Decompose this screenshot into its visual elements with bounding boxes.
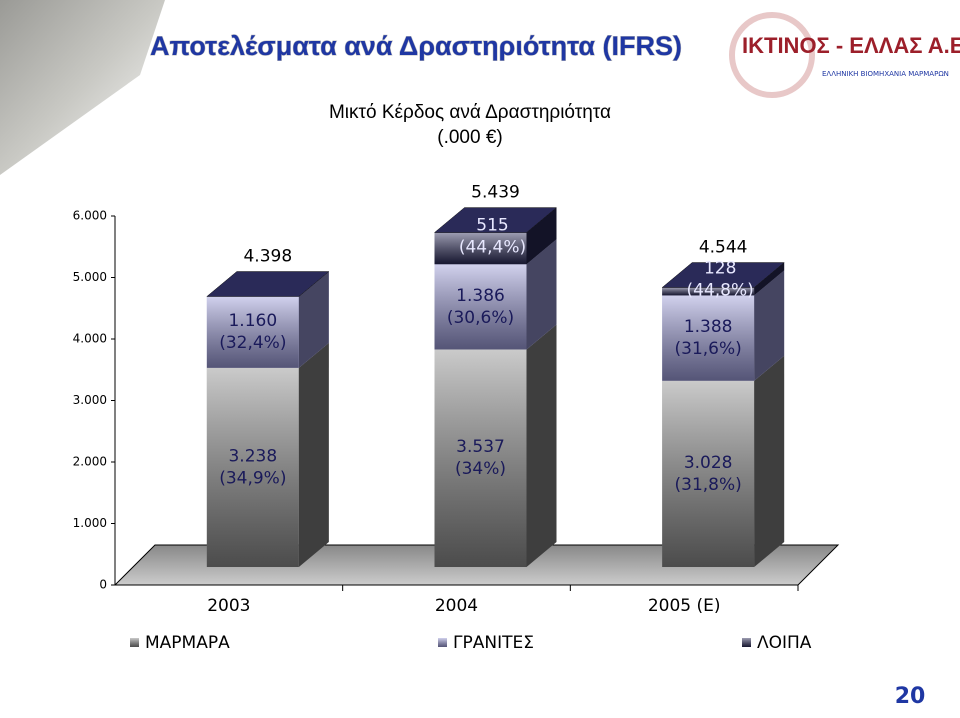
value-label: 1.388 bbox=[684, 317, 733, 337]
slide-title: Αποτελέσματα ανά Δραστηριότητα (IFRS) bbox=[150, 31, 682, 61]
bar-shade bbox=[434, 349, 527, 567]
marble-corner bbox=[0, 0, 165, 175]
bar-side-shade bbox=[754, 262, 785, 296]
chart-subtitle: (.000 €) bbox=[437, 127, 502, 148]
logo-text: ΙΚΤΙΝΟΣ - ΕΛΛΑΣ Α.Ε. bbox=[742, 33, 960, 58]
bar-side-shade bbox=[526, 324, 557, 567]
bar-side-shade bbox=[526, 207, 557, 265]
total-label: 5.439 bbox=[471, 183, 520, 203]
share-label: (44,8%) bbox=[687, 280, 754, 300]
share-label: (34%) bbox=[455, 459, 506, 479]
legend-label: ΓΡΑΝΙΤΕΣ bbox=[453, 633, 534, 653]
y-tick-label: 2.000 bbox=[73, 455, 107, 469]
value-label: 515 bbox=[476, 215, 508, 235]
y-tick-label: 1.000 bbox=[73, 516, 107, 530]
bar-side-shade bbox=[754, 270, 785, 381]
share-label: (44,4%) bbox=[459, 237, 526, 257]
logo-ring bbox=[729, 12, 815, 98]
legend-swatch-shade bbox=[130, 638, 139, 647]
value-label: 1.160 bbox=[228, 311, 277, 331]
x-tick-label: 2003 bbox=[207, 596, 250, 616]
y-tick-label: 4.000 bbox=[73, 332, 107, 346]
chart-title: Μικτό Κέρδος ανά Δραστηριότητα bbox=[329, 102, 611, 123]
value-label: 3.238 bbox=[228, 446, 277, 466]
bar-shade bbox=[662, 287, 755, 296]
bar-side-shade bbox=[754, 355, 785, 567]
bar-top bbox=[433, 207, 558, 233]
value-label: 128 bbox=[704, 258, 736, 278]
value-label: 3.028 bbox=[684, 453, 733, 473]
bar-side-shade bbox=[298, 271, 329, 368]
bar-shade bbox=[206, 367, 299, 567]
y-tick-label: 0 bbox=[99, 578, 107, 592]
y-tick-label: 5.000 bbox=[73, 270, 107, 284]
bar-shade bbox=[206, 296, 299, 368]
y-tick-label: 6.000 bbox=[73, 209, 107, 223]
bar-shade bbox=[434, 264, 527, 350]
bar-shade bbox=[662, 295, 755, 381]
bar-shade bbox=[434, 232, 527, 265]
total-label: 4.544 bbox=[699, 238, 748, 258]
share-label: (34,9%) bbox=[219, 468, 286, 488]
legend-swatch-shade bbox=[438, 638, 447, 647]
bar-top bbox=[206, 271, 330, 297]
value-label: 3.537 bbox=[456, 437, 505, 457]
bar-top bbox=[661, 262, 785, 288]
plot: 0 1.000 2.000 3.000 4.000 5.000 6.000 2003 2004 2… bbox=[73, 183, 812, 653]
bar-side-shade bbox=[298, 342, 329, 567]
x-tick-label: 2004 bbox=[435, 596, 478, 616]
page-number: 20 bbox=[895, 684, 926, 709]
logo-subtitle: ΕΛΛΗΝΙΚΗ ΒΙΟΜΗΧΑΝΙΑ ΜΑΡΜΑΡΩΝ bbox=[822, 70, 949, 78]
value-label: 1.386 bbox=[456, 286, 505, 306]
share-label: (31,8%) bbox=[675, 475, 742, 495]
y-tick-label: 3.000 bbox=[73, 393, 107, 407]
logo: ΙΚΤΙΝΟΣ - ΕΛΛΑΣ Α.Ε. ΕΛΛΗΝΙΚΗ ΒΙΟΜΗΧΑΝΙΑ… bbox=[706, 8, 960, 100]
legend-label: ΜΑΡΜΑΡΑ bbox=[145, 633, 230, 653]
bar-side-shade bbox=[526, 239, 557, 350]
x-tick-label: 2005 (Ε) bbox=[648, 596, 721, 616]
share-label: (31,6%) bbox=[675, 339, 742, 359]
bar-shade bbox=[662, 380, 755, 567]
legend-swatch-shade bbox=[742, 638, 751, 647]
share-label: (30,6%) bbox=[447, 308, 514, 328]
legend-label: ΛΟΙΠΑ bbox=[757, 633, 812, 653]
share-label: (32,4%) bbox=[219, 333, 286, 353]
total-label: 4.398 bbox=[243, 247, 292, 267]
